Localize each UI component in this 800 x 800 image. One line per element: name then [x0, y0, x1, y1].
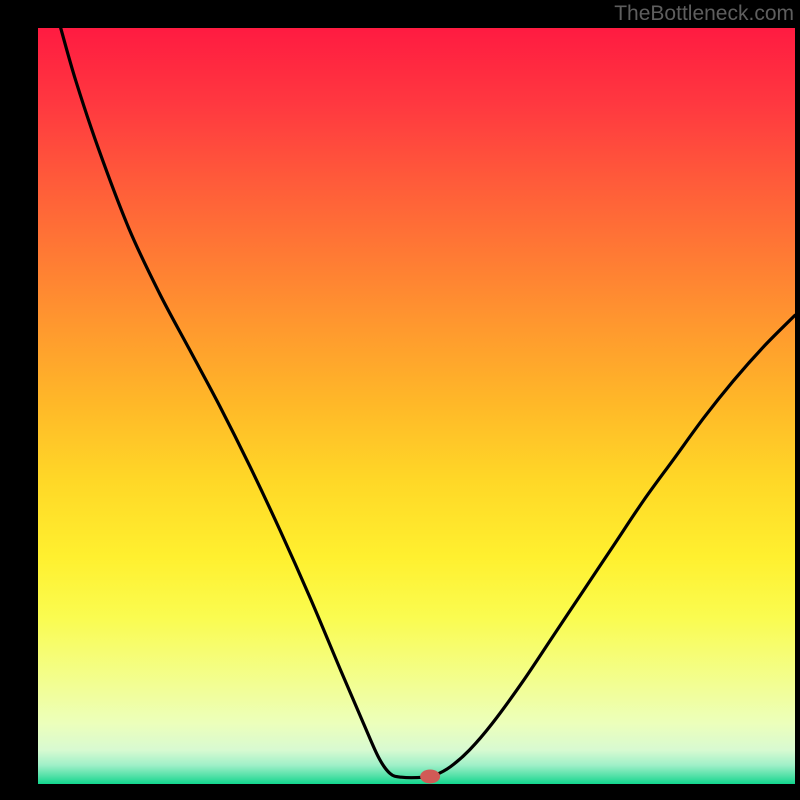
chart-frame: TheBottleneck.com [0, 0, 800, 800]
gradient-background [38, 28, 795, 784]
min-marker [420, 769, 440, 783]
watermark-label: TheBottleneck.com [614, 2, 794, 26]
chart-svg [38, 28, 795, 784]
plot-area [38, 28, 795, 784]
